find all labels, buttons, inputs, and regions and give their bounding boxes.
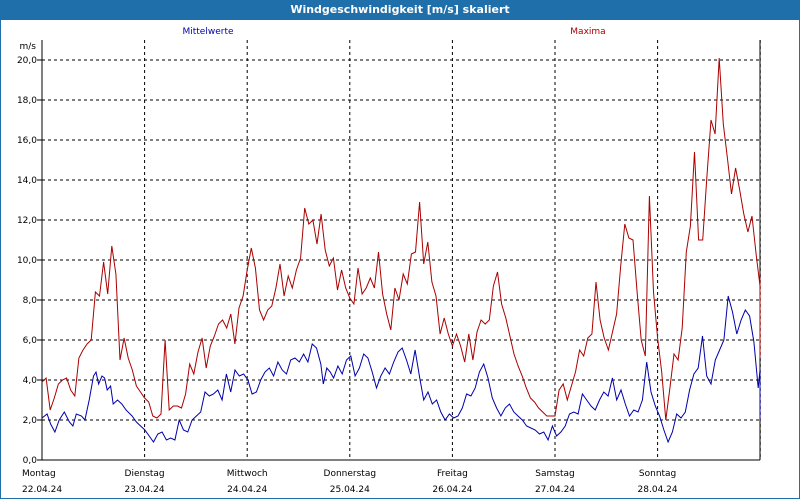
- x-date-label: 24.04.24: [227, 485, 267, 495]
- x-weekday-label: Freitag: [437, 469, 468, 479]
- x-weekday-label: Dienstag: [125, 469, 165, 479]
- y-axis-unit: m/s: [20, 42, 37, 52]
- chart-title-bar: Windgeschwindigkeit [m/s] skaliert: [0, 0, 800, 20]
- y-tick-label: 6,0: [23, 336, 38, 346]
- x-date-label: 22.04.24: [22, 485, 62, 495]
- x-date-label: 26.04.24: [432, 485, 472, 495]
- y-tick-label: 8,0: [23, 296, 38, 306]
- y-tick-label: 2,0: [23, 416, 38, 426]
- x-weekday-label: Samstag: [535, 469, 574, 479]
- y-tick-label: 14,0: [17, 176, 37, 186]
- series-label: Mittelwerte: [182, 27, 233, 37]
- x-date-label: 28.04.24: [638, 485, 678, 495]
- x-weekday-label: Donnerstag: [324, 469, 377, 479]
- series-label: Maxima: [570, 27, 605, 37]
- x-date-label: 23.04.24: [125, 485, 165, 495]
- y-tick-label: 12,0: [17, 216, 37, 226]
- series-line-maxima: [41, 57, 761, 421]
- x-weekday-label: Sonntag: [639, 469, 676, 479]
- y-tick-label: 16,0: [17, 136, 37, 146]
- chart-title: Windgeschwindigkeit [m/s] skaliert: [290, 3, 510, 16]
- series-line-mittelwerte: [41, 295, 761, 444]
- x-date-label: 27.04.24: [535, 485, 575, 495]
- y-tick-label: 4,0: [23, 376, 38, 386]
- x-weekday-label: Mittwoch: [227, 469, 268, 479]
- y-tick-label: 18,0: [17, 96, 37, 106]
- x-date-label: 25.04.24: [330, 485, 370, 495]
- y-tick-label: 0,0: [23, 456, 38, 466]
- x-weekday-label: Montag: [22, 469, 56, 479]
- y-tick-label: 10,0: [17, 256, 37, 266]
- y-tick-label: 20,0: [17, 56, 37, 66]
